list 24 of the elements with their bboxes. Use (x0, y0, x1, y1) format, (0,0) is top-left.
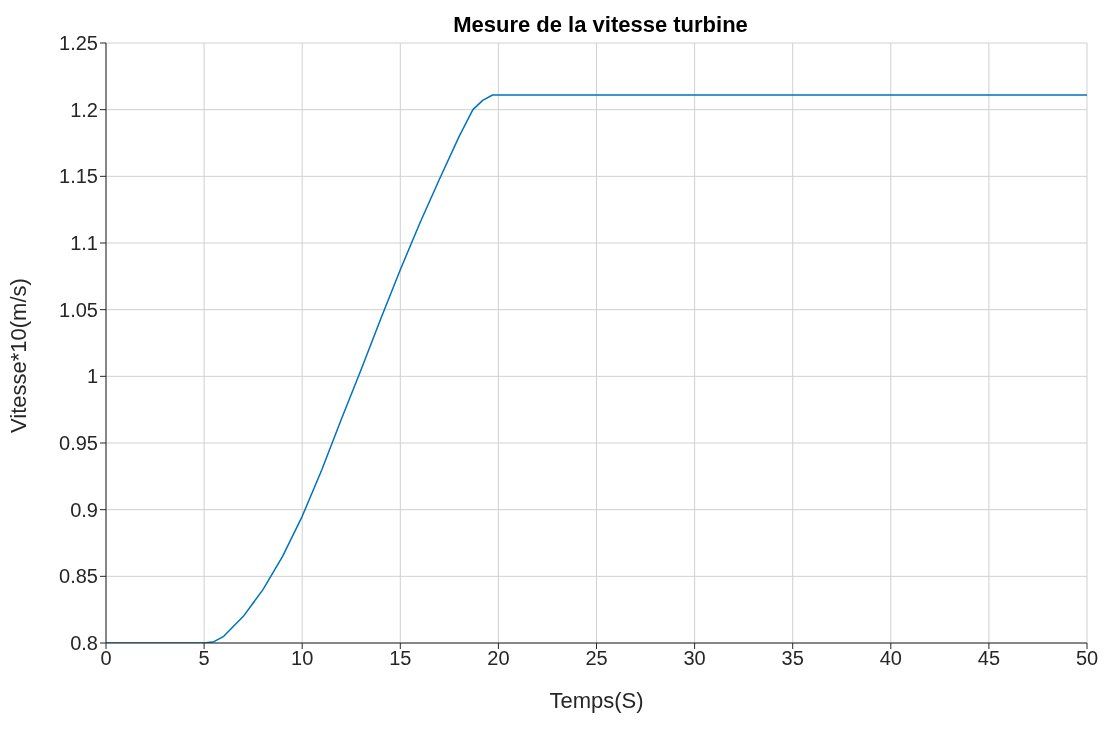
y-tick-label: 0.8 (70, 632, 98, 655)
y-tick-label: 1.2 (70, 98, 98, 121)
y-tick-label: 1 (86, 365, 98, 388)
y-axis-title: Vitesse*10(m/s) (5, 278, 31, 433)
y-tick-label: 1.25 (59, 32, 98, 55)
y-tick-label: 1.05 (59, 298, 98, 321)
x-tick-label: 10 (291, 647, 314, 670)
x-tick-label: 45 (977, 647, 1001, 670)
x-tick-label: 0 (100, 647, 112, 670)
y-tick-label: 0.95 (59, 432, 98, 455)
x-tick-label: 50 (1075, 647, 1099, 670)
x-tick-label: 20 (487, 647, 510, 670)
y-tick-label: 0.9 (70, 498, 98, 521)
x-tick-label: 25 (585, 647, 608, 670)
x-tick-label: 40 (879, 647, 902, 670)
x-tick-label: 35 (781, 647, 804, 670)
y-tick-label: 1.1 (70, 232, 98, 255)
x-axis-title: Temps(S) (549, 688, 644, 713)
x-tick-label: 5 (198, 647, 210, 670)
y-tick-label: 0.85 (59, 565, 98, 588)
x-tick-label: 30 (683, 647, 706, 670)
x-tick-label: 15 (389, 647, 412, 670)
chart-title: Mesure de la vitesse turbine (453, 12, 748, 37)
y-tick-label: 1.15 (59, 165, 98, 188)
